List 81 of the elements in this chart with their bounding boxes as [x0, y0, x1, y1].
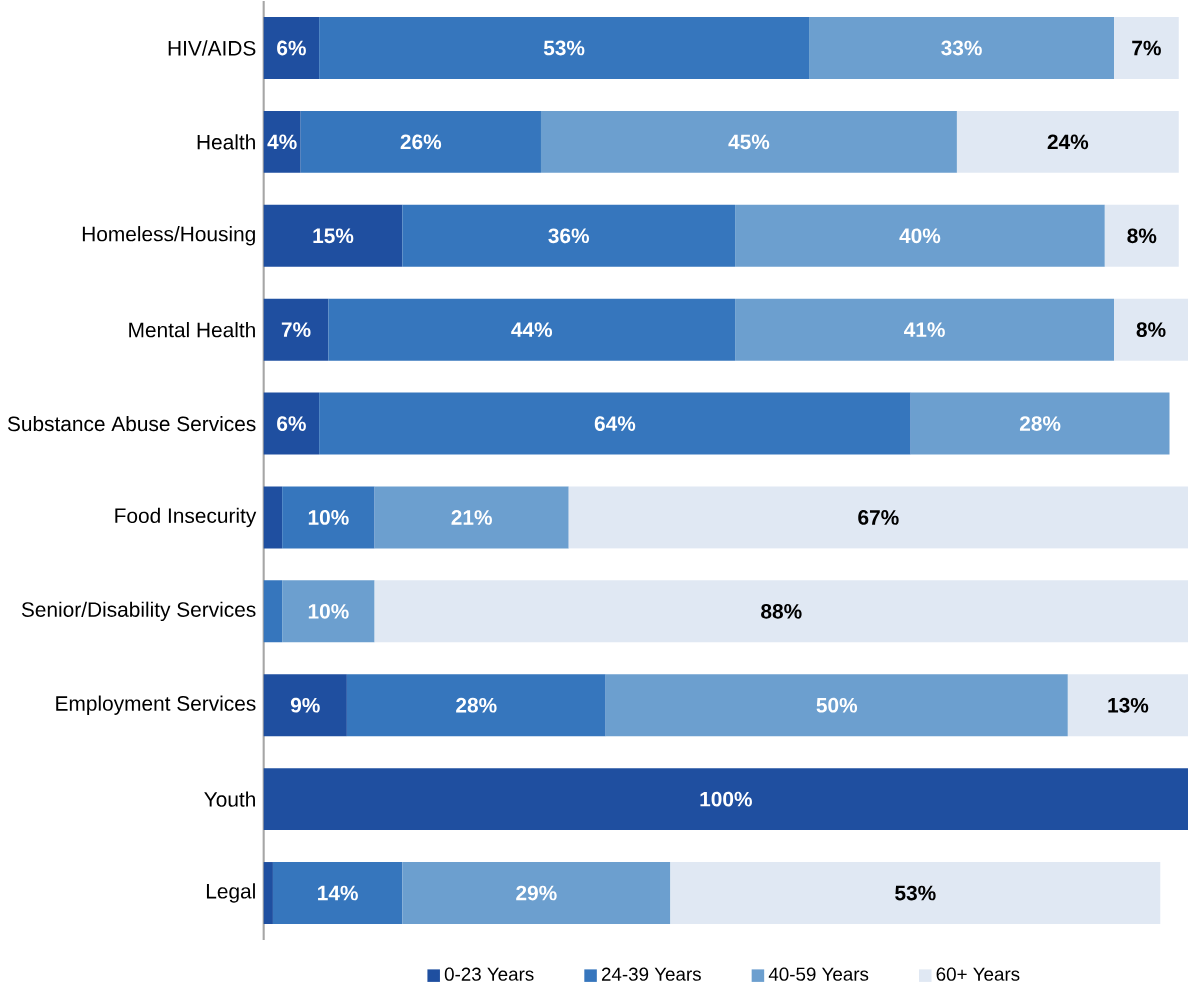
y-tick-label: Legal — [206, 883, 255, 903]
y-tick-label: Substance Abuse Services — [7, 415, 256, 432]
data-label: 7% — [1132, 40, 1161, 56]
legend-label: 60+ Years — [936, 967, 1020, 981]
y-tick-label: Food Insecurity — [115, 507, 257, 528]
y-tick-label: Mental Health — [129, 321, 255, 338]
data-label: 8% — [1136, 322, 1166, 338]
bar — [568, 486, 1188, 549]
bar — [374, 580, 1188, 643]
data-label: 53% — [895, 885, 936, 901]
data-label: 10% — [308, 603, 349, 619]
bar — [374, 486, 569, 549]
bar — [263, 16, 320, 79]
y-tick-label: Health — [197, 134, 255, 150]
bar — [809, 16, 1115, 79]
data-label: 28% — [456, 697, 497, 713]
data-label: 88% — [761, 603, 802, 619]
y-tick-label: Youth — [204, 791, 255, 807]
legend-label: 24-39 Years — [601, 967, 701, 981]
bar — [263, 110, 301, 173]
bar — [910, 392, 1170, 455]
bar — [540, 110, 957, 173]
data-label: 4% — [267, 134, 297, 150]
data-label: 33% — [941, 40, 982, 56]
data-label: 15% — [313, 228, 354, 244]
data-label: 6% — [277, 416, 306, 431]
data-label: 44% — [511, 322, 553, 337]
y-tick-label: Senior/Disability Services — [21, 601, 256, 622]
bar — [300, 110, 541, 173]
data-label: 41% — [904, 322, 945, 337]
bar — [272, 862, 403, 924]
y-tick-label: HIV/AIDS — [168, 40, 256, 56]
bar — [319, 392, 911, 455]
data-label: 64% — [594, 416, 636, 431]
bar — [263, 204, 403, 267]
data-label: 7% — [281, 322, 311, 337]
bar — [282, 486, 375, 549]
bar — [263, 486, 283, 549]
y-tick-label: Employment Services — [56, 695, 256, 715]
bar — [402, 862, 671, 924]
data-label: 8% — [1127, 228, 1157, 244]
bar — [282, 580, 375, 643]
bar — [263, 298, 329, 361]
legend-label: 0-23 Years — [444, 967, 534, 981]
data-label: 14% — [318, 885, 358, 901]
data-label: 29% — [516, 885, 557, 901]
bar — [670, 862, 1161, 924]
data-label: 26% — [400, 134, 442, 150]
data-label: 13% — [1108, 697, 1149, 713]
bar — [1114, 298, 1188, 361]
bar — [328, 298, 736, 361]
bar — [346, 674, 606, 737]
data-label: 28% — [1019, 416, 1061, 431]
data-label: 100% — [700, 791, 752, 807]
data-label: 50% — [816, 697, 858, 713]
bar — [735, 298, 1115, 361]
bar — [319, 16, 810, 79]
bar — [956, 110, 1179, 173]
bar — [1104, 204, 1179, 267]
bar — [263, 580, 283, 643]
data-label: 10% — [308, 510, 349, 525]
data-label: 9% — [290, 697, 320, 713]
bar — [402, 204, 736, 267]
y-tick-label: Homeless/Housing — [82, 226, 255, 246]
legend-label: 40-59 Years — [768, 967, 869, 981]
data-label: 6% — [277, 40, 306, 56]
bar — [605, 674, 1068, 737]
bar — [1067, 674, 1188, 737]
data-label: 45% — [728, 134, 770, 150]
data-label: 40% — [899, 228, 941, 244]
data-label: 24% — [1047, 134, 1089, 150]
bar — [263, 768, 1188, 831]
data-label: 53% — [543, 40, 585, 56]
data-label: 21% — [451, 510, 492, 525]
bar — [1114, 16, 1179, 79]
bar — [263, 862, 273, 924]
data-label: 36% — [548, 228, 590, 244]
bar — [735, 204, 1105, 267]
data-label: 67% — [858, 510, 899, 525]
bar — [263, 392, 320, 455]
bar — [263, 674, 347, 737]
